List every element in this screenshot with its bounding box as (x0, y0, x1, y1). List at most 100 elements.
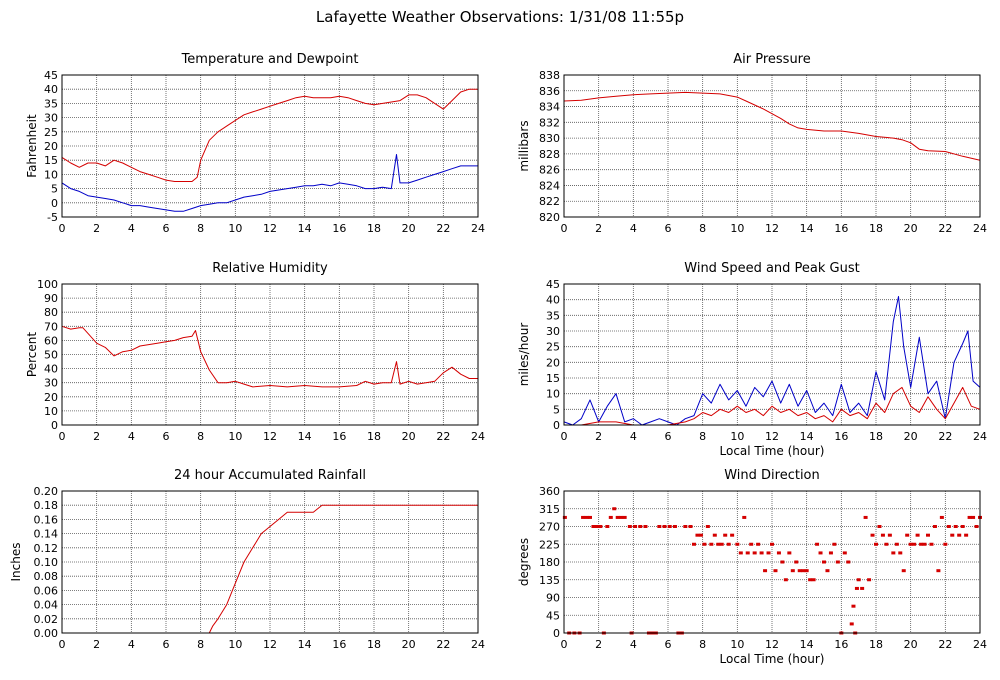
x-tick-label: 12 (765, 430, 779, 443)
data-point (842, 551, 847, 555)
data-point (908, 542, 913, 546)
x-tick-label: 2 (93, 638, 100, 651)
x-tick-label: 14 (800, 222, 814, 235)
x-tick-label: 20 (904, 430, 918, 443)
y-tick-label: 40 (44, 363, 58, 376)
x-tick-label: 4 (630, 638, 637, 651)
y-tick-label: 30 (546, 325, 560, 338)
data-point (698, 533, 703, 537)
x-tick-label: 16 (834, 222, 848, 235)
x-tick-label: 10 (228, 638, 242, 651)
data-point (776, 551, 781, 555)
data-point (967, 515, 972, 519)
data-point (922, 542, 927, 546)
x-tick-label: 4 (128, 638, 135, 651)
x-tick-label: 0 (59, 430, 66, 443)
data-point (932, 525, 937, 528)
y-tick-label: 15 (44, 154, 58, 167)
data-point (662, 525, 667, 528)
data-point (863, 515, 868, 519)
y-tick-label: 20 (44, 140, 58, 153)
x-axis-label: Local Time (hour) (720, 652, 825, 666)
y-axis-label: miles/hour (517, 323, 531, 387)
y-axis-label: Inches (9, 543, 23, 582)
data-point (705, 525, 710, 528)
data-point (929, 542, 934, 546)
data-point (745, 551, 750, 555)
chart-title-wind: Wind Speed and Peak Gust (684, 261, 859, 276)
series-line-red (62, 504, 478, 634)
y-tick-label: 100 (37, 278, 58, 291)
y-tick-label: 20 (44, 391, 58, 404)
x-tick-label: 22 (938, 638, 952, 651)
y-tick-label: 0.02 (34, 613, 59, 626)
y-tick-label: 30 (44, 377, 58, 390)
x-tick-label: 6 (163, 638, 170, 651)
x-tick-label: 0 (561, 222, 568, 235)
x-tick-label: 8 (699, 638, 706, 651)
y-tick-label: 45 (546, 609, 560, 622)
x-tick-label: 24 (973, 222, 987, 235)
y-tick-label: 20 (546, 356, 560, 369)
data-point (901, 569, 906, 573)
data-point (759, 551, 764, 555)
y-tick-label: 822 (539, 195, 560, 208)
data-point (598, 525, 603, 528)
x-tick-label: 22 (436, 222, 450, 235)
y-tick-label: 0.00 (34, 627, 59, 640)
data-point (783, 578, 788, 582)
series-line-blue (563, 296, 981, 426)
data-point (726, 542, 731, 546)
data-point (894, 542, 899, 546)
data-point (709, 542, 714, 546)
data-point (787, 551, 792, 555)
data-point (971, 515, 976, 519)
y-tick-label: 10 (44, 168, 58, 181)
x-tick-label: 20 (904, 638, 918, 651)
y-tick-label: 830 (539, 132, 560, 145)
data-point (943, 542, 948, 546)
y-tick-label: 30 (44, 112, 58, 125)
x-tick-label: 18 (367, 638, 381, 651)
x-tick-label: 10 (730, 222, 744, 235)
data-point (957, 533, 962, 537)
data-point (638, 525, 643, 528)
y-tick-label: 5 (51, 183, 58, 196)
y-tick-label: 820 (539, 211, 560, 224)
data-point (818, 551, 823, 555)
x-tick-label: 18 (869, 222, 883, 235)
y-tick-label: 836 (539, 85, 560, 98)
y-tick-label: 826 (539, 164, 560, 177)
x-tick-label: 24 (471, 222, 485, 235)
data-point (825, 569, 830, 573)
x-tick-label: 0 (59, 222, 66, 235)
chart-title-pressure: Air Pressure (733, 52, 811, 67)
y-tick-label: 838 (539, 69, 560, 82)
y-axis-label: Fahrenheit (25, 114, 39, 178)
x-tick-label: 14 (800, 638, 814, 651)
y-tick-label: 0.12 (34, 542, 59, 555)
data-point (766, 551, 771, 555)
y-tick-label: 0 (553, 627, 560, 640)
x-tick-label: 0 (561, 638, 568, 651)
plot-frame (61, 74, 479, 218)
data-point (846, 560, 851, 564)
data-point (849, 622, 854, 626)
x-tick-label: 14 (298, 638, 312, 651)
data-point (912, 542, 917, 546)
x-tick-label: 16 (332, 222, 346, 235)
data-point (953, 525, 958, 528)
y-tick-label: 270 (539, 521, 560, 534)
x-tick-label: 8 (197, 222, 204, 235)
x-tick-label: 10 (228, 222, 242, 235)
data-point (588, 515, 592, 519)
data-point (860, 586, 865, 590)
data-point (763, 569, 768, 573)
x-tick-label: 14 (298, 430, 312, 443)
data-point (562, 515, 567, 519)
y-tick-label: 80 (44, 306, 58, 319)
data-point (874, 542, 878, 546)
y-tick-label: 40 (44, 83, 58, 96)
